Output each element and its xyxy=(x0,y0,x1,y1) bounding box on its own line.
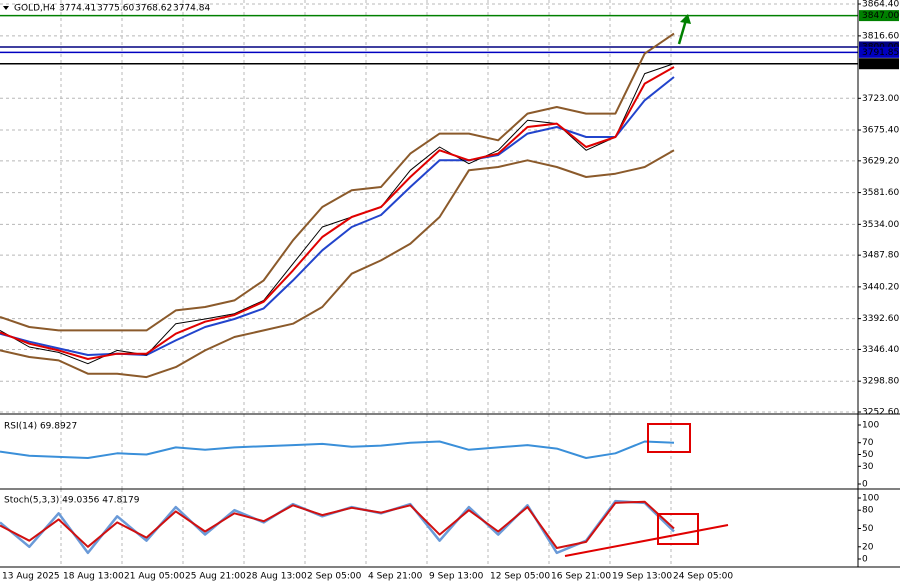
x-tick-label: 2 Sep 05:00 xyxy=(307,572,362,582)
x-tick-label: 28 Aug 13:00 xyxy=(246,572,307,582)
x-tick-label: 24 Sep 05:00 xyxy=(673,572,733,582)
y-tick-label: 3346.40 xyxy=(862,345,899,355)
y-tick-label: 3864.40 xyxy=(862,0,899,10)
y-tick-label: 3392.60 xyxy=(862,314,899,324)
y-tick-label: 3581.60 xyxy=(862,188,899,198)
price-label-box xyxy=(859,10,899,22)
series-line xyxy=(0,500,675,549)
indicator-title: RSI(14) 69.8927 xyxy=(4,422,77,432)
y-tick-label: 50 xyxy=(862,450,874,460)
price-label-box xyxy=(859,46,899,58)
y-tick-label: 3440.20 xyxy=(862,282,899,292)
y-tick-label: 0 xyxy=(862,555,868,565)
close-price: 3774.84 xyxy=(173,4,210,14)
arrow xyxy=(677,19,688,45)
y-tick-label: 3675.40 xyxy=(862,126,899,136)
series-line xyxy=(0,32,675,332)
y-tick-label: 3298.80 xyxy=(862,377,899,387)
price-label: 3847.00 xyxy=(862,11,899,21)
arrow-head xyxy=(680,14,691,24)
open-price: 3774.41 xyxy=(59,4,96,14)
indicator-title: Stoch(5,3,3) 49.0356 47.8179 xyxy=(4,496,140,506)
x-tick-label: 9 Sep 13:00 xyxy=(429,572,484,582)
x-tick-label: 21 Aug 05:00 xyxy=(124,572,185,582)
x-tick-label: 19 Sep 13:00 xyxy=(612,572,672,582)
y-tick-label: 20 xyxy=(862,542,874,552)
highlight-box xyxy=(657,513,699,545)
y-tick-label: 80 xyxy=(862,506,874,516)
series-line xyxy=(0,440,675,459)
series-layer xyxy=(0,32,675,555)
y-tick-label: 3252.60 xyxy=(862,408,899,418)
series-line xyxy=(0,149,675,379)
highlight-box xyxy=(647,423,691,453)
x-tick-label: 13 Aug 2025 xyxy=(2,572,60,582)
price-label: 3774.84 xyxy=(862,59,899,69)
y-tick-label: 100 xyxy=(862,494,879,504)
price-label-box xyxy=(859,58,899,70)
series-line xyxy=(0,66,675,360)
x-tick-label: 16 Sep 21:00 xyxy=(551,572,611,582)
trend-line xyxy=(564,524,729,557)
y-tick-label: 3816.60 xyxy=(862,31,899,41)
y-tick-label: 0 xyxy=(862,480,868,490)
price-label: 3791.85 xyxy=(862,48,899,58)
y-tick-label: 30 xyxy=(862,462,874,472)
y-tick-label: 70 xyxy=(862,438,874,448)
x-tick-label: 25 Aug 21:00 xyxy=(185,572,246,582)
y-tick-label: 3487.80 xyxy=(862,251,899,261)
y-tick-label: 100 xyxy=(862,421,879,431)
x-tick-label: 18 Aug 13:00 xyxy=(63,572,124,582)
y-tick-label: 3723.00 xyxy=(862,94,899,104)
y-tick-label: 3534.00 xyxy=(862,220,899,230)
low-price: 3768.62 xyxy=(135,4,172,14)
symbol: GOLD,H4 xyxy=(14,4,56,14)
x-tick-label: 4 Sep 21:00 xyxy=(368,572,423,582)
high-price: 3775.60 xyxy=(97,4,134,14)
y-tick-label: 50 xyxy=(862,524,874,534)
y-tick-label: 3629.20 xyxy=(862,156,899,166)
menu-icon xyxy=(3,6,9,10)
x-tick-label: 12 Sep 05:00 xyxy=(490,572,550,582)
